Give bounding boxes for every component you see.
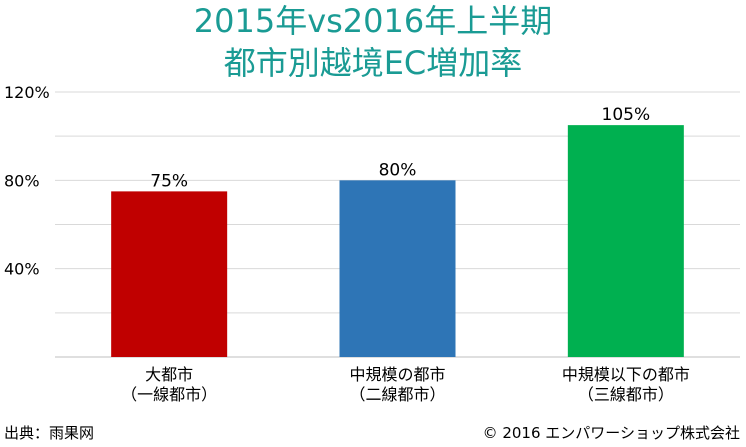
y-tick-label: 40%	[4, 260, 40, 279]
x-tick-label: 中規模の都市	[349, 365, 445, 384]
data-label: 80%	[379, 160, 417, 180]
x-tick-label: 大都市	[145, 365, 193, 384]
x-tick-label: 中規模以下の都市	[562, 365, 690, 384]
chart-title-line-1: 2015年vs2016年上半期	[193, 2, 553, 40]
data-label: 105%	[602, 105, 651, 125]
bar	[567, 125, 684, 357]
source-note: 出典：雨果网	[4, 424, 95, 442]
data-label: 75%	[150, 171, 188, 191]
bar	[339, 180, 456, 357]
y-tick-label: 80%	[4, 171, 40, 190]
x-tick-label: （三線都市）	[578, 385, 674, 404]
x-tick-label: （一線都市）	[121, 385, 217, 404]
y-tick-label: 120%	[4, 83, 50, 102]
bar	[111, 191, 228, 357]
chart-title-line-2: 都市別越境EC増加率	[223, 44, 523, 82]
copyright-note: © 2016 エンパワーショップ株式会社	[482, 424, 740, 442]
x-tick-label: （二線都市）	[349, 385, 445, 404]
